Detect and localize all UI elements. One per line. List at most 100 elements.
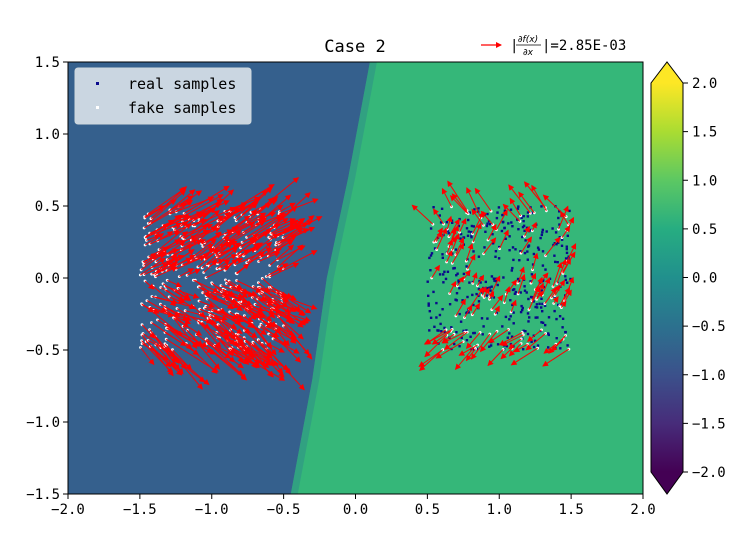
gradient-arrow: [142, 304, 160, 314]
gradient-arrow: [197, 249, 220, 268]
gradient-arrow: [411, 204, 434, 225]
real-sample-point: [522, 224, 526, 227]
real-sample-point: [544, 268, 547, 271]
real-sample-point: [427, 304, 430, 307]
real-sample-point: [441, 308, 444, 311]
real-sample-point: [460, 336, 463, 340]
real-sample-point: [547, 346, 550, 349]
gradient-arrow: [197, 320, 222, 348]
gradient-arrow: [536, 282, 545, 299]
gradient-arrow: [517, 273, 526, 295]
real-sample-point: [534, 305, 537, 309]
real-sample-point: [472, 303, 475, 307]
gradient-arrow: [150, 346, 172, 368]
real-sample-point: [541, 231, 544, 234]
gradient-arrow: [256, 223, 280, 239]
real-sample-point: [521, 235, 524, 239]
gradient-arrow: [216, 290, 238, 304]
real-sample-point: [525, 291, 528, 294]
real-sample-point: [564, 278, 567, 282]
real-sample-point: [468, 211, 471, 214]
real-sample-point: [516, 207, 520, 210]
gradient-arrow: [446, 249, 453, 263]
gradient-arrow: [203, 259, 218, 273]
real-sample-point: [491, 233, 494, 236]
gradient-arrow: [275, 226, 316, 246]
real-sample-point: [516, 218, 519, 221]
real-sample-point: [508, 235, 511, 238]
real-sample-point: [527, 320, 530, 323]
gradient-arrow: [143, 252, 157, 264]
real-sample-point: [526, 215, 529, 218]
real-sample-point: [512, 311, 515, 314]
real-sample-point: [467, 311, 470, 314]
decision-boundary-band: [290, 62, 377, 494]
real-sample-point: [513, 292, 517, 295]
gradient-arrow: [270, 310, 304, 340]
gradient-arrow: [160, 303, 181, 317]
gradient-arrow: [282, 250, 318, 269]
quiver-key: | ∂f(x) ∂x |=2.85E-03: [481, 35, 626, 58]
gradient-arrow: [155, 240, 186, 263]
gradient-arrow: [494, 305, 500, 315]
gradient-arrow: [155, 266, 178, 278]
gradient-arrow: [488, 328, 509, 344]
gradient-arrow: [269, 267, 284, 276]
real-sample-point: [523, 251, 527, 255]
real-sample-point: [455, 331, 458, 334]
gradient-arrow: [175, 199, 194, 213]
colorbar: −2.0 −1.5 −1.0 −0.5 0.0 0.5 1.0 1.5 2.0: [650, 61, 726, 495]
gradient-arrow: [258, 251, 281, 262]
gradient-arrow: [186, 268, 201, 276]
real-sample-point: [477, 300, 481, 303]
real-sample-point: [553, 254, 556, 257]
gradient-arrow: [159, 345, 178, 362]
gradient-arrow: [510, 299, 517, 313]
background-left-region: [68, 62, 370, 494]
real-sample-point: [428, 329, 431, 332]
x-tick-label: 1.0: [487, 502, 512, 518]
real-sample-point: [541, 264, 545, 267]
gradient-arrow: [509, 197, 522, 217]
gradient-arrow: [193, 224, 209, 238]
y-axis: −1.5 −1.0 −0.5 0.0 0.5 1.0 1.5: [26, 55, 68, 503]
gradient-arrow: [196, 334, 244, 369]
real-sample-point: [509, 342, 513, 346]
gradient-arrow: [244, 340, 273, 359]
real-sample-point: [481, 333, 484, 336]
colorbar-tick-label: 1.5: [692, 125, 717, 141]
real-sample-point: [547, 316, 551, 319]
gradient-arrow: [150, 309, 183, 337]
gradient-arrow: [247, 307, 272, 329]
real-sample-point: [508, 332, 511, 335]
gradient-arrow: [209, 315, 243, 334]
real-sample-point: [561, 317, 565, 320]
real-sample-point: [473, 331, 476, 335]
gradient-arrow: [166, 327, 214, 353]
real-sample-point: [501, 325, 504, 328]
gradient-arrow: [279, 198, 319, 215]
real-sample-point: [486, 212, 489, 216]
real-sample-point: [540, 233, 543, 237]
gradient-arrow: [560, 300, 567, 308]
gradient-arrow: [258, 286, 288, 298]
real-sample-point: [458, 287, 461, 290]
colorbar-tick-label: 0.0: [692, 271, 717, 287]
gradient-arrow: [251, 322, 273, 349]
real-sample-point: [470, 234, 473, 237]
quiver-key-value: |=2.85E-03: [542, 38, 626, 54]
gradient-arrow: [229, 311, 255, 328]
gradient-arrow: [275, 324, 297, 344]
gradient-arrow: [424, 329, 447, 345]
gradient-arrow: [258, 211, 277, 220]
gradient-arrow: [566, 216, 574, 231]
real-sample-point: [466, 234, 470, 237]
real-sample-point: [505, 345, 509, 348]
gradient-arrow: [224, 215, 251, 235]
real-sample-point: [439, 322, 442, 326]
gradient-arrow: [152, 248, 179, 260]
real-sample-point: [508, 249, 511, 252]
real-sample-point: [519, 291, 522, 294]
gradient-arrow: [528, 286, 540, 310]
real-sample-point: [566, 344, 569, 347]
